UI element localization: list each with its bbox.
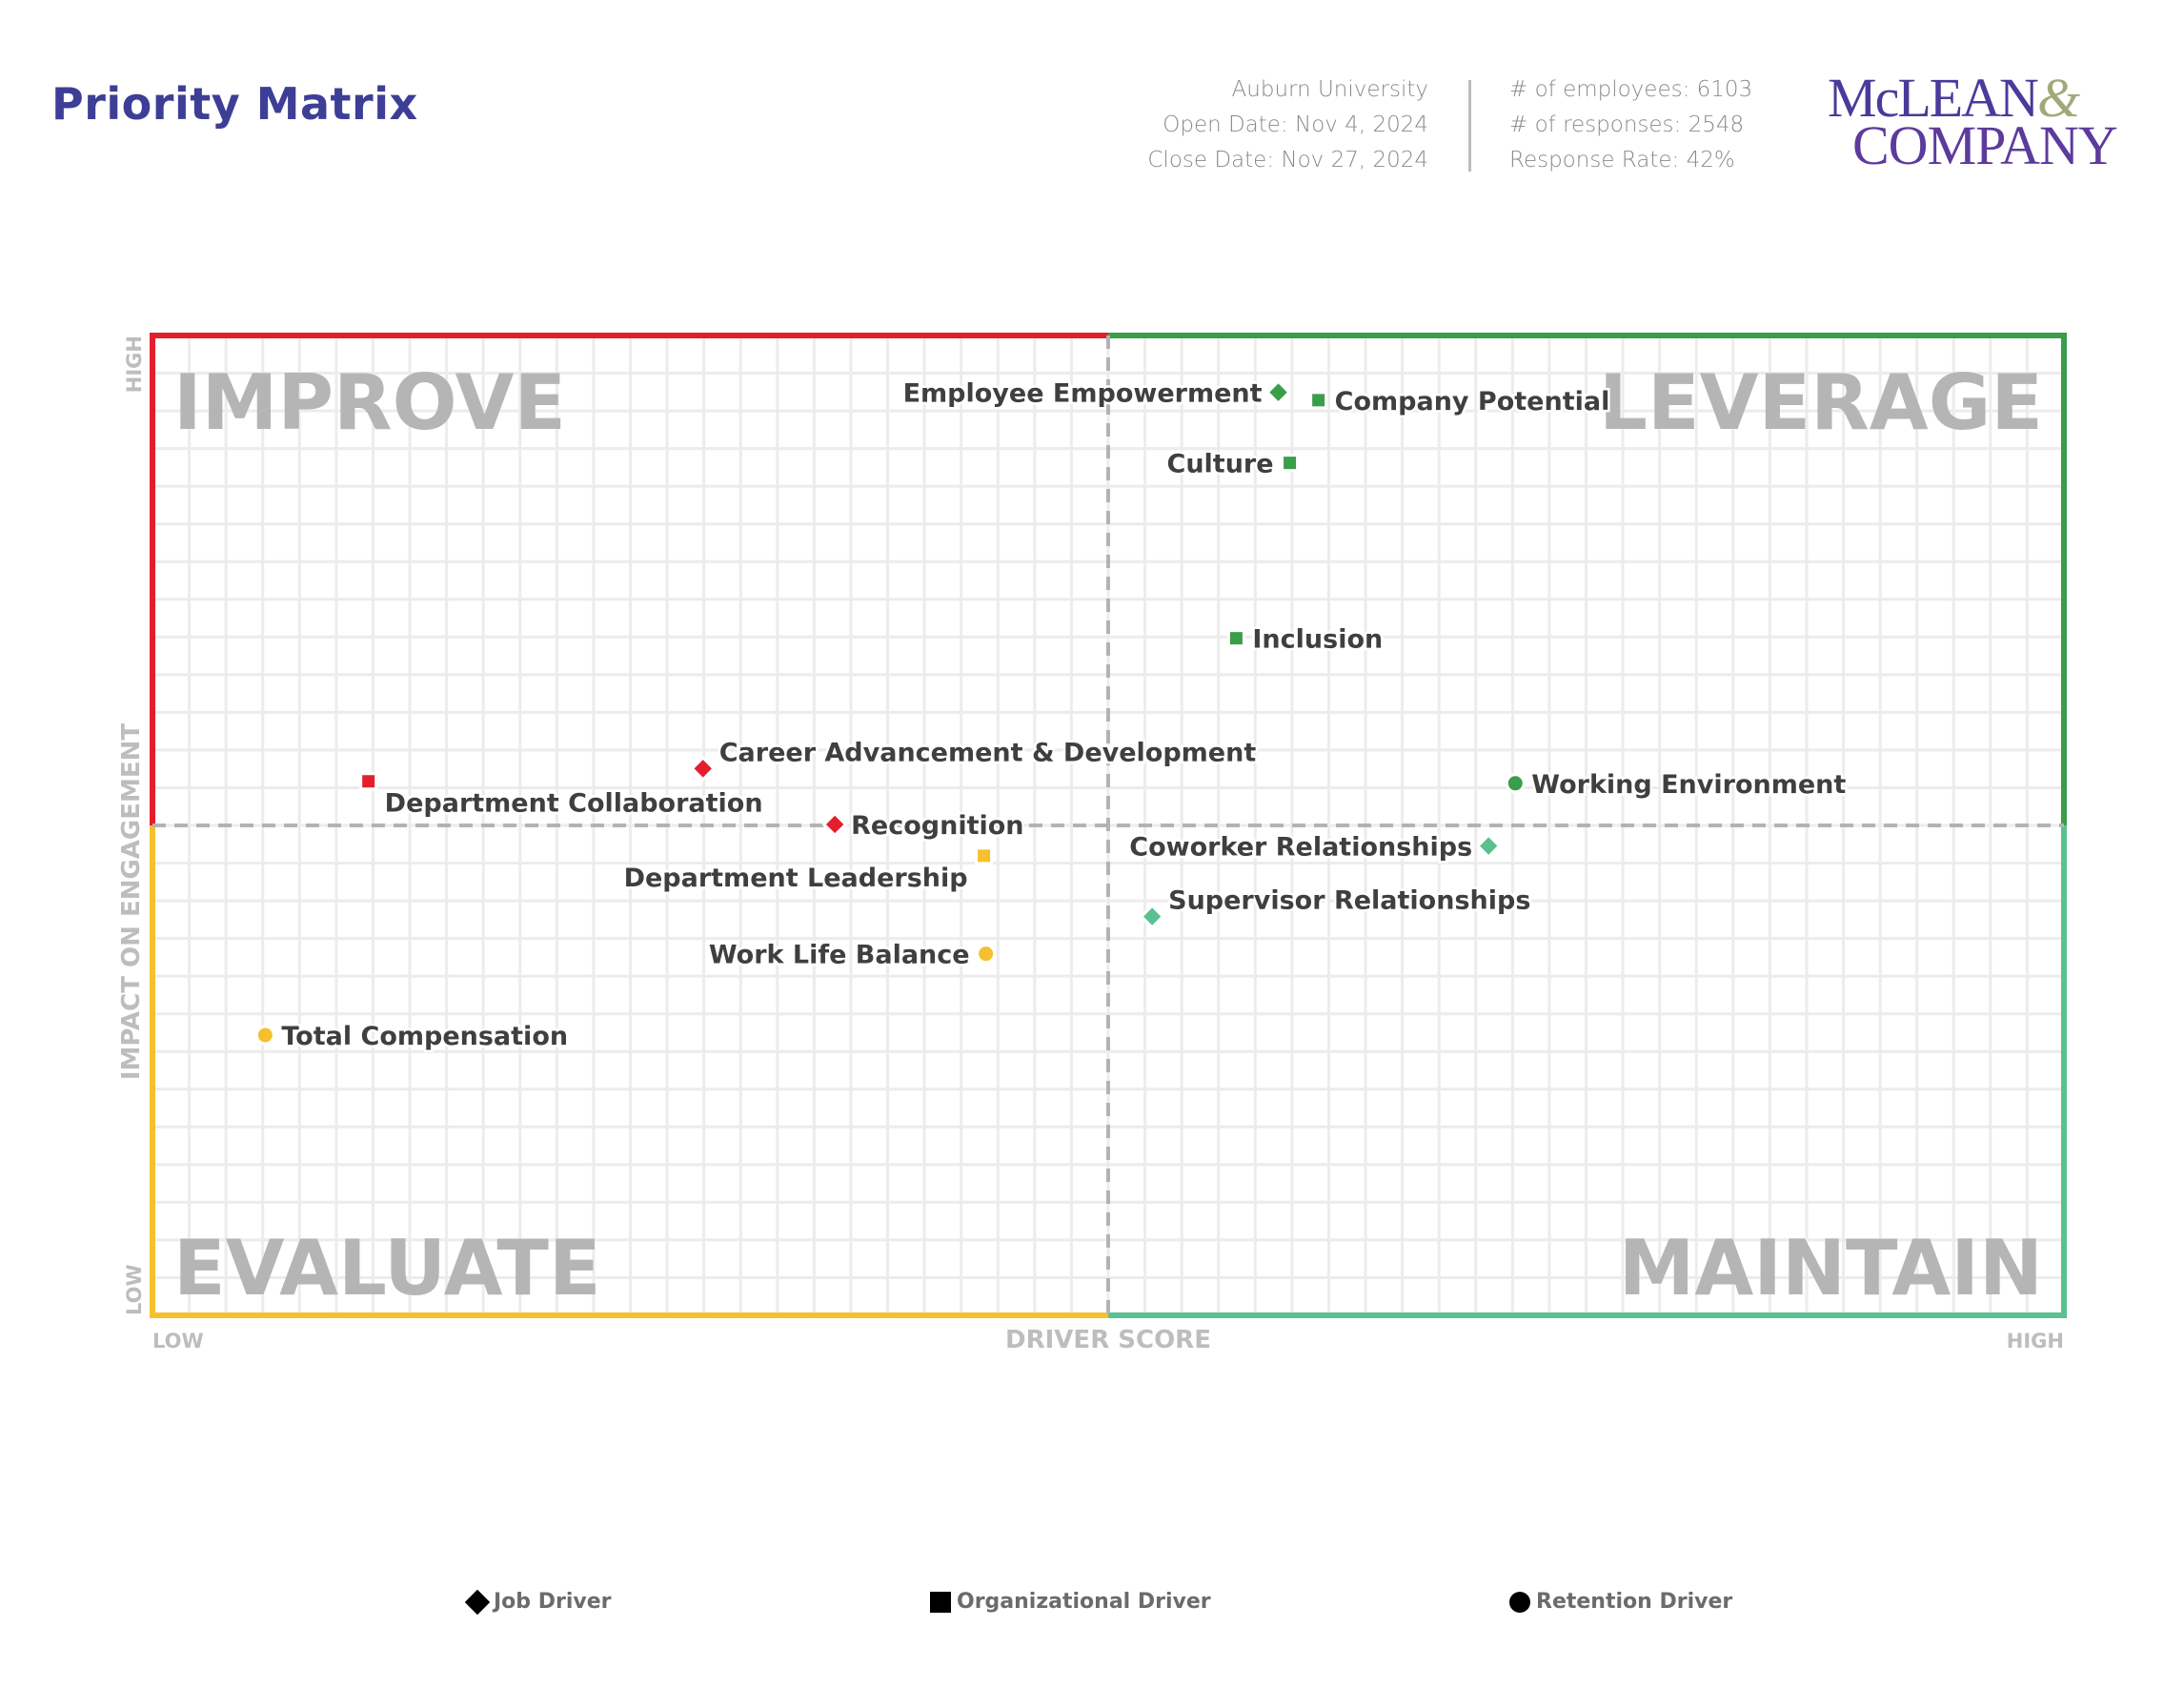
circle-icon xyxy=(1509,1591,1530,1613)
point-marker-square xyxy=(1281,454,1300,473)
employee-count: # of employees: 6103 xyxy=(1509,77,1753,102)
point-label: Recognition xyxy=(851,811,1023,841)
point-marker-square xyxy=(1309,391,1328,410)
y-axis-low-label: LOW xyxy=(123,1264,146,1315)
x-axis-title: DRIVER SCORE xyxy=(1005,1326,1211,1354)
point-label: Department Leadership xyxy=(624,864,968,893)
point-marker-diamond xyxy=(821,811,848,838)
page-title: Priority Matrix xyxy=(51,78,418,130)
point-marker-diamond xyxy=(690,755,717,782)
logo-text-company: COMPANY xyxy=(1852,114,2118,176)
point-label: Total Compensation xyxy=(281,1022,568,1051)
point-label: Coworker Relationships xyxy=(1129,833,1472,863)
point-label: Employee Empowerment xyxy=(903,379,1263,409)
diamond-icon xyxy=(464,1589,491,1615)
point-marker-circle xyxy=(1505,773,1526,794)
legend-label: Job Driver xyxy=(494,1590,612,1614)
survey-info: Auburn University Open Date: Nov 4, 2024… xyxy=(1147,72,1428,178)
point-marker-diamond xyxy=(1475,833,1502,860)
logo-text: McLEAN xyxy=(1828,67,2039,129)
response-stats: # of employees: 6103 # of responses: 254… xyxy=(1509,72,1752,178)
legend-item-organizational-driver: Organizational Driver xyxy=(930,1590,1211,1614)
quadrant-label-improve: IMPROVE xyxy=(173,358,566,447)
y-axis-title: IMPACT ON ENGAGEMENT xyxy=(117,723,146,1081)
quadrant-border-improve xyxy=(150,333,1108,825)
legend-label: Retention Driver xyxy=(1536,1590,1733,1614)
close-date: Close Date: Nov 27, 2024 xyxy=(1147,148,1428,173)
x-axis-high-label: HIGH xyxy=(2007,1330,2064,1352)
quadrant-border-maintain xyxy=(1108,825,2067,1318)
header-divider xyxy=(1468,80,1471,172)
legend-label: Organizational Driver xyxy=(957,1590,1211,1614)
point-marker-diamond xyxy=(1139,904,1165,930)
legend-item-retention-driver: Retention Driver xyxy=(1509,1590,1732,1614)
point-label: Work Life Balance xyxy=(709,941,970,970)
organization-name: Auburn University xyxy=(1231,77,1428,102)
open-date: Open Date: Nov 4, 2024 xyxy=(1163,112,1428,137)
y-axis-high-label: HIGH xyxy=(123,336,146,393)
point-marker-circle xyxy=(254,1025,275,1046)
quadrant-label-maintain: MAINTAIN xyxy=(1619,1224,2043,1312)
quadrant-label-evaluate: EVALUATE xyxy=(173,1224,601,1312)
response-rate: Response Rate: 42% xyxy=(1509,148,1735,173)
company-logo: McLEAN& COMPANY xyxy=(1828,71,2118,176)
point-label: Working Environment xyxy=(1531,770,1846,800)
point-marker-square xyxy=(359,772,378,791)
point-label: Career Advancement & Development xyxy=(719,738,1257,767)
point-label: Culture xyxy=(1167,450,1274,479)
point-marker-circle xyxy=(976,944,997,965)
response-count: # of responses: 2548 xyxy=(1509,112,1745,137)
point-label: Department Collaboration xyxy=(385,789,763,819)
point-marker-square xyxy=(975,846,994,865)
point-label: Inclusion xyxy=(1252,625,1383,655)
point-label: Supervisor Relationships xyxy=(1168,886,1530,916)
point-marker-square xyxy=(1226,629,1245,648)
square-icon xyxy=(930,1591,951,1613)
quadrant-label-leverage: LEVERAGE xyxy=(1599,358,2043,447)
point-marker-diamond xyxy=(1265,379,1291,406)
logo-ampersand: & xyxy=(2036,67,2080,129)
quadrant-border-leverage xyxy=(1108,333,2067,825)
quadrant-border-evaluate xyxy=(150,825,1108,1318)
point-label: Company Potential xyxy=(1335,387,1610,417)
legend-item-job-driver: Job Driver xyxy=(464,1589,612,1615)
x-axis-low-label: LOW xyxy=(152,1330,204,1352)
